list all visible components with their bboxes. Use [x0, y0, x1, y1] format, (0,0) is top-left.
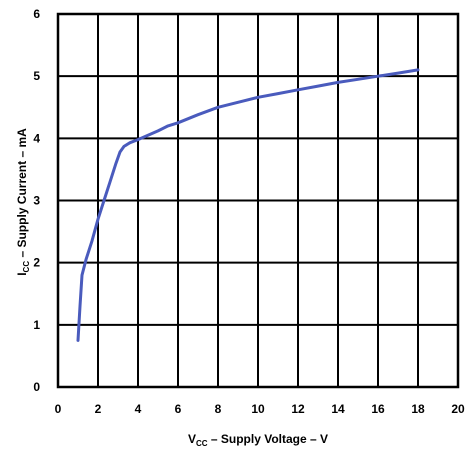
- x-tick-label: 0: [55, 402, 62, 416]
- x-axis-title: VCC – Supply Voltage – V: [188, 432, 328, 448]
- y-tick-label: 3: [33, 194, 40, 208]
- y-tick-label: 4: [33, 131, 40, 145]
- series-layer: [76, 68, 420, 342]
- y-tick-label: 0: [33, 380, 40, 394]
- x-tick-label: 16: [371, 402, 385, 416]
- plot-frame: [56, 12, 460, 389]
- y-axis-title: ICC – Supply Current – mA: [15, 128, 31, 276]
- x-tick-label: 6: [175, 402, 182, 416]
- x-tick-label: 20: [451, 402, 465, 416]
- grid: [56, 12, 460, 389]
- x-tick-label: 12: [291, 402, 305, 416]
- x-tick-label: 18: [411, 402, 425, 416]
- y-tick-label: 5: [33, 69, 40, 83]
- y-tick-label: 1: [33, 318, 40, 332]
- x-tick-label: 8: [215, 402, 222, 416]
- y-tick-label: 6: [33, 7, 40, 21]
- y-tick-label: 2: [33, 256, 40, 270]
- x-tick-label: 4: [135, 402, 142, 416]
- x-tick-label: 14: [331, 402, 345, 416]
- supply-current-line: [76, 68, 420, 342]
- x-tick-label: 10: [251, 402, 265, 416]
- x-tick-label: 2: [95, 402, 102, 416]
